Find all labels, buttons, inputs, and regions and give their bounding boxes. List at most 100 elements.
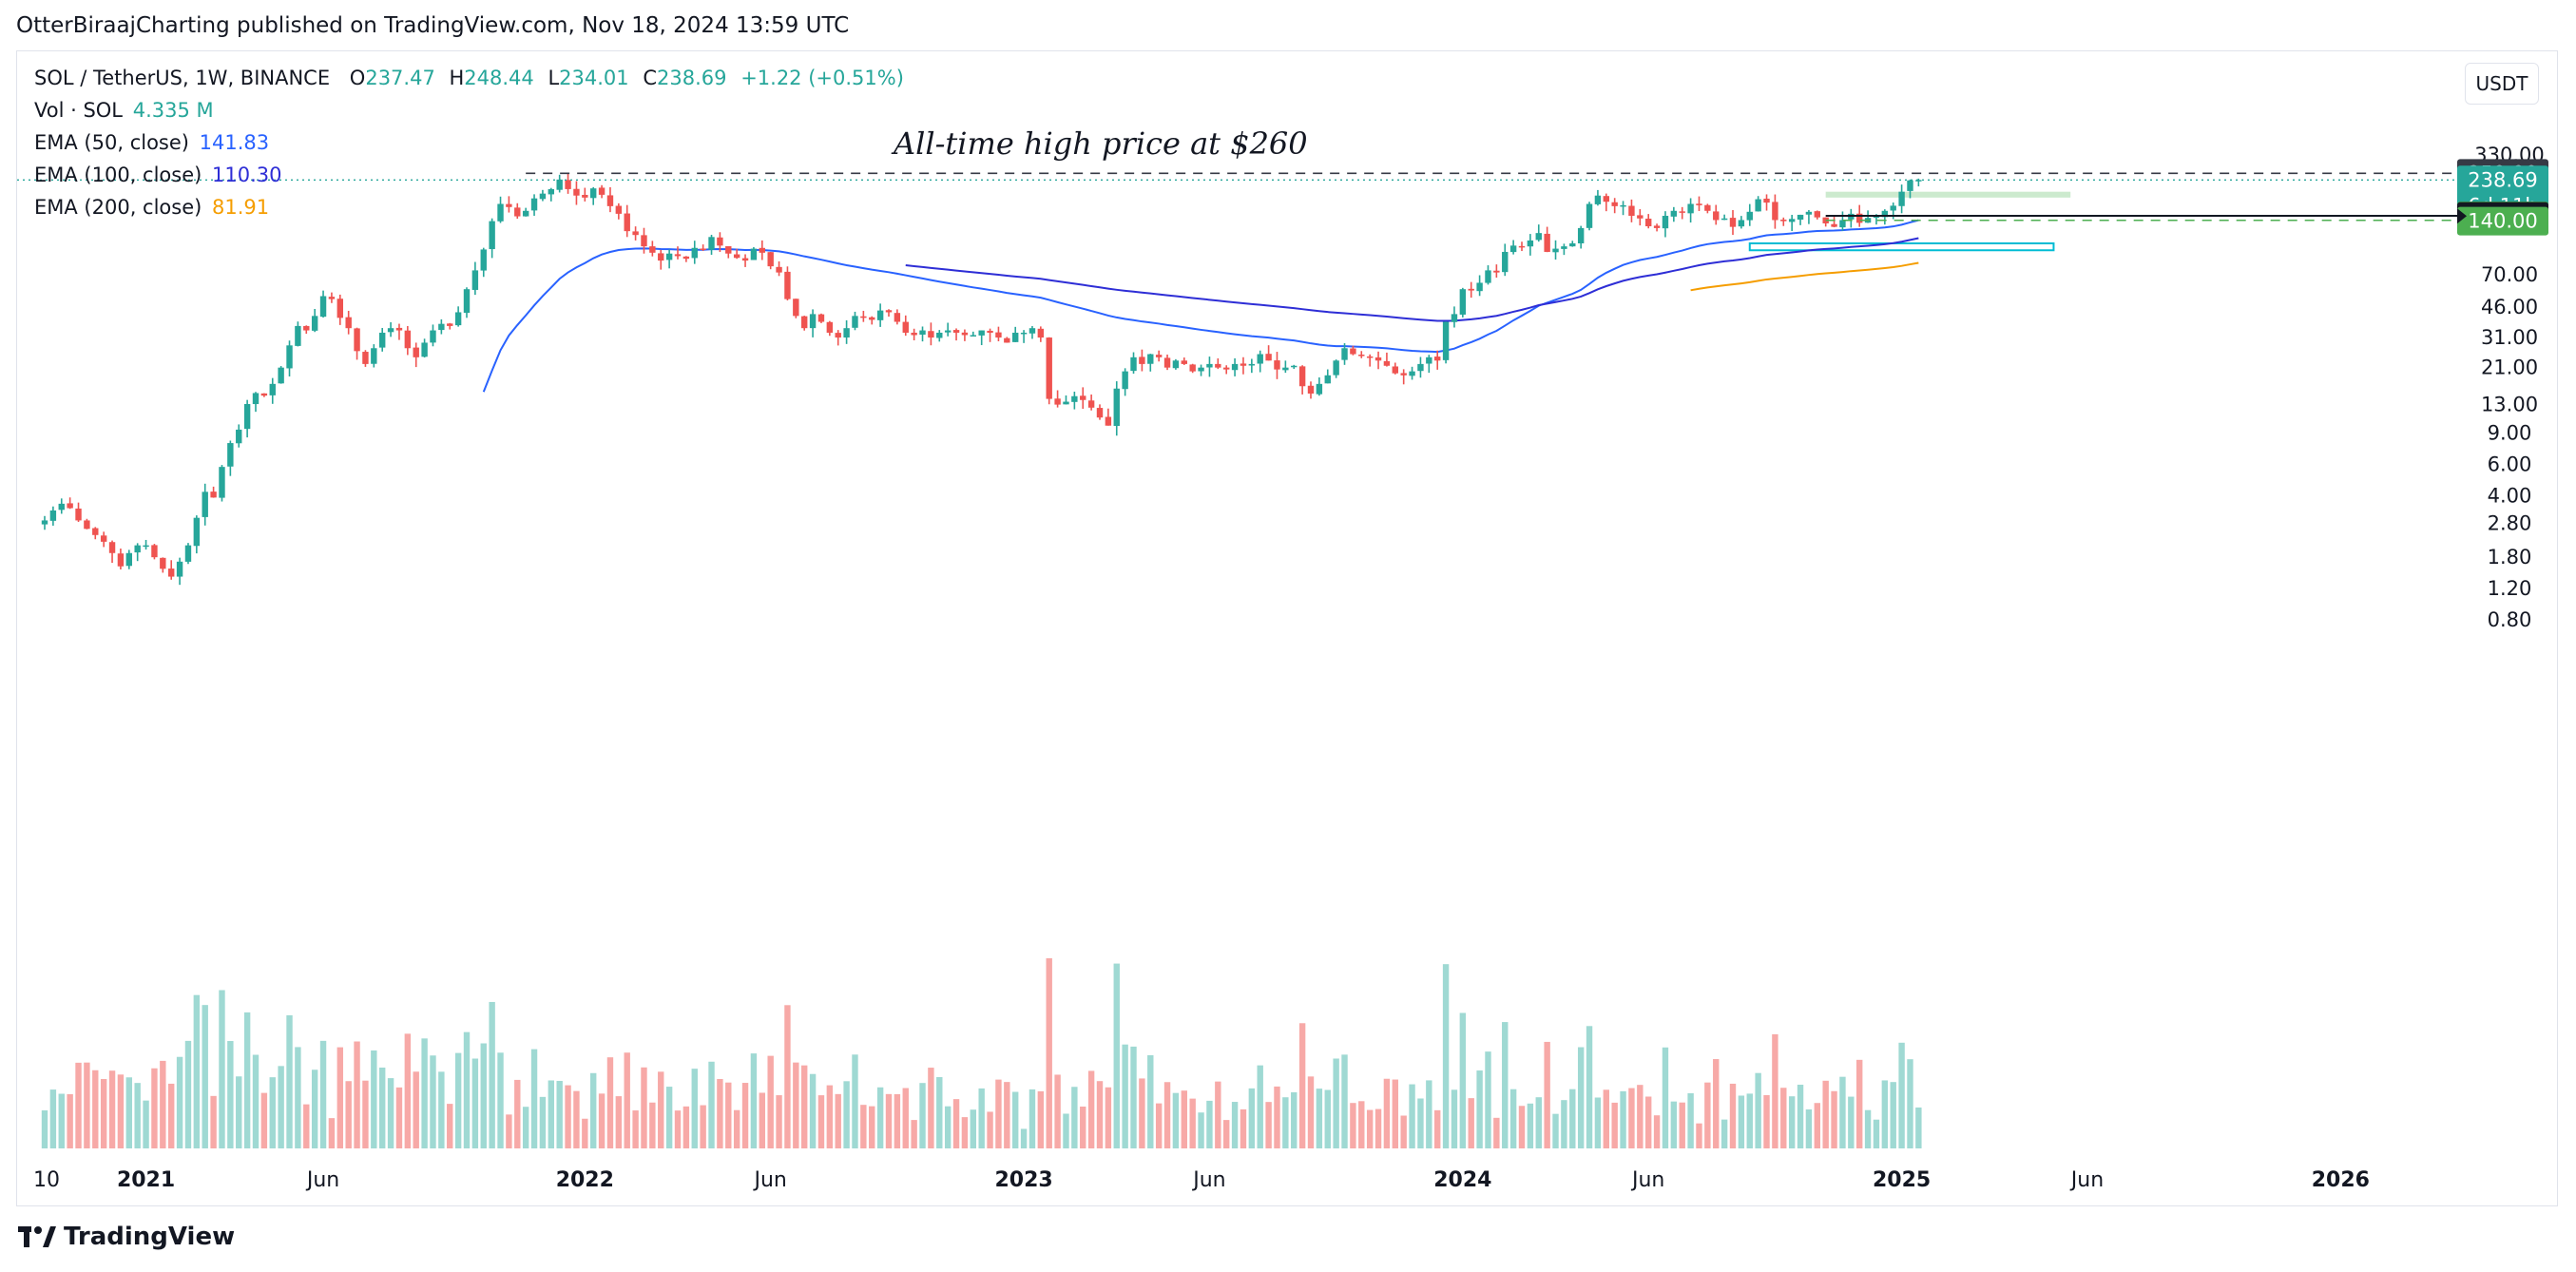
candle-body [1755, 199, 1761, 212]
candle-body [1637, 215, 1644, 219]
candle-body [1907, 180, 1913, 191]
volume-bar [1037, 1090, 1045, 1148]
volume-bar [817, 1095, 825, 1148]
volume-bar [125, 1077, 132, 1148]
legend-ema100-row[interactable]: EMA (100, close) 110.30 [34, 164, 282, 186]
volume-bar [1181, 1090, 1187, 1148]
volume-bar [1662, 1047, 1669, 1148]
current-price-marker-icon [2457, 208, 2467, 224]
volume-bar [371, 1050, 377, 1148]
volume-bar [894, 1093, 901, 1148]
y-tick-label: 46.00 [2481, 296, 2538, 318]
price-tag-label: 238.69 [2468, 168, 2537, 191]
y-tick-label: 6.00 [2488, 453, 2532, 475]
candle-body [1873, 216, 1880, 219]
volume-bar [210, 1095, 217, 1148]
candle-body [1881, 210, 1889, 218]
x-tick-label: 10 [33, 1168, 60, 1192]
ema200-line[interactable] [1690, 261, 1919, 292]
support-zone[interactable] [1748, 241, 2055, 252]
candle-body [1890, 205, 1896, 211]
price-tag-label: 140.00 [2468, 210, 2537, 233]
candle-body [548, 188, 554, 195]
candle-body [1198, 367, 1204, 372]
volume-bar [1189, 1098, 1196, 1148]
legend-symbol-row: SOL / TetherUS, 1W, BINANCE O237.47 H248… [34, 67, 904, 89]
volume-bar [471, 1058, 479, 1148]
legend-volume-row[interactable]: Vol · SOL 4.335 M [34, 99, 214, 122]
volume-bar [1080, 1106, 1086, 1148]
candle-body [379, 332, 386, 348]
legend-ema200-label: EMA (200, close) [34, 196, 202, 219]
volume-bar [1417, 1098, 1424, 1148]
currency-button[interactable]: USDT [2465, 63, 2539, 105]
candle-body [759, 247, 765, 253]
candle-body [1527, 240, 1534, 247]
candle-body [1206, 363, 1213, 368]
volume-bar [151, 1068, 158, 1148]
candle-body [995, 332, 1002, 338]
candle-body [1738, 220, 1745, 227]
candle-body [928, 331, 934, 338]
volume-bar [624, 1052, 630, 1148]
volume-bar [336, 1047, 343, 1148]
y-tick-label: 1.20 [2488, 577, 2532, 600]
candle-body [573, 188, 580, 196]
ema50-line[interactable] [482, 219, 1919, 393]
volume-bar [404, 1033, 412, 1148]
candle-body [741, 258, 749, 261]
volume-bar [1004, 1082, 1010, 1148]
legend-ema200-row[interactable]: EMA (200, close) 81.91 [34, 196, 269, 219]
candle-body [1307, 385, 1315, 394]
candle-body [1535, 233, 1542, 241]
candle-body [1586, 203, 1593, 228]
horizontal-levels [17, 172, 2462, 222]
candle-body [354, 328, 360, 352]
candle-body [1746, 211, 1753, 221]
volume-bar [1561, 1100, 1567, 1148]
volume-bar [784, 1005, 791, 1148]
volume-bar [1822, 1080, 1829, 1148]
volume-bar [944, 1106, 952, 1148]
resistance-zone[interactable] [1825, 191, 2071, 198]
volume-bar [1645, 1096, 1652, 1148]
volume-bar [1493, 1117, 1500, 1148]
volume-bar [395, 1087, 403, 1148]
candle-body [776, 266, 782, 273]
volume-bar [1535, 1097, 1542, 1148]
candle-body [1704, 204, 1711, 211]
volume-bar [582, 1118, 588, 1148]
tradingview-logo[interactable]: TradingView [18, 1223, 235, 1251]
volume-bar [1409, 1084, 1415, 1148]
legend-ema50-value: 141.83 [199, 131, 270, 154]
volume-bar [741, 1083, 749, 1148]
volume-bar [606, 1057, 614, 1148]
volume-bar [1231, 1102, 1239, 1148]
volume-bar [1147, 1054, 1154, 1148]
legend-ema50-row[interactable]: EMA (50, close) 141.83 [34, 131, 269, 154]
legend-symbol[interactable]: SOL / TetherUS, 1W, BINANCE [34, 67, 331, 89]
candle-body [565, 180, 571, 189]
candle-body [84, 520, 90, 530]
candle-body [480, 249, 487, 271]
volume-bar [530, 1049, 538, 1148]
ema100-line[interactable] [905, 237, 1919, 322]
candle-body [117, 553, 125, 567]
volume-bar [1265, 1102, 1272, 1148]
volume-bar [1071, 1087, 1078, 1148]
candle-body [885, 310, 893, 313]
candle-body [1231, 363, 1239, 371]
candle-body [1282, 367, 1289, 371]
volume-bar [1679, 1102, 1685, 1148]
candle-body [151, 545, 158, 558]
candle-body [471, 270, 479, 290]
chart-frame[interactable] [16, 50, 2558, 1206]
volume-bar [1704, 1082, 1711, 1148]
price-tag[interactable] [2457, 206, 2548, 236]
volume-bar [776, 1095, 782, 1148]
volume-bar [1054, 1074, 1061, 1148]
volume-bar [1215, 1081, 1221, 1148]
volume-bar [1485, 1051, 1491, 1148]
candle-body [1898, 191, 1905, 206]
